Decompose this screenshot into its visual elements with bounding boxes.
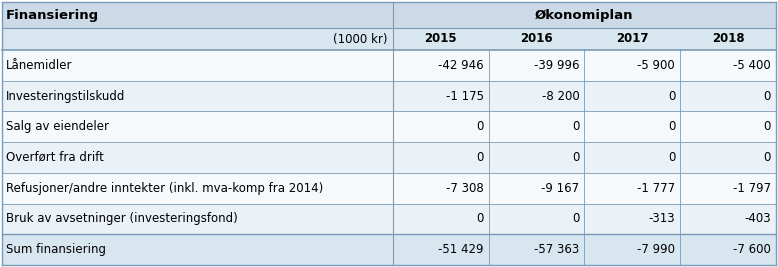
Bar	[489, 50, 584, 81]
Text: 0: 0	[764, 151, 771, 164]
Text: 0: 0	[572, 120, 580, 133]
Bar	[2, 28, 393, 50]
Bar	[680, 173, 776, 203]
Text: -5 400: -5 400	[733, 59, 771, 72]
Text: -8 200: -8 200	[541, 89, 580, 103]
Text: -57 363: -57 363	[534, 243, 580, 256]
Bar	[680, 50, 776, 81]
Bar	[489, 111, 584, 142]
Text: -7 600: -7 600	[733, 243, 771, 256]
Text: -5 900: -5 900	[637, 59, 675, 72]
Text: (1000 kr): (1000 kr)	[333, 33, 388, 45]
Text: 0: 0	[572, 213, 580, 225]
Text: -403: -403	[745, 213, 771, 225]
Bar	[2, 173, 393, 203]
Text: -39 996: -39 996	[534, 59, 580, 72]
Bar	[393, 2, 776, 28]
Bar	[489, 81, 584, 111]
Text: 0: 0	[764, 89, 771, 103]
Text: Refusjoner/andre inntekter (inkl. mva-komp fra 2014): Refusjoner/andre inntekter (inkl. mva-ko…	[6, 182, 323, 195]
Text: 0: 0	[476, 120, 484, 133]
Text: Overført fra drift: Overført fra drift	[6, 151, 104, 164]
Bar	[680, 142, 776, 173]
Text: 2017: 2017	[616, 33, 649, 45]
Bar	[584, 50, 680, 81]
Text: Bruk av avsetninger (investeringsfond): Bruk av avsetninger (investeringsfond)	[6, 213, 238, 225]
Bar	[393, 50, 489, 81]
Text: -1 175: -1 175	[446, 89, 484, 103]
Bar	[584, 142, 680, 173]
Text: 0: 0	[668, 89, 675, 103]
Bar	[2, 2, 393, 28]
Bar	[393, 28, 489, 50]
Bar	[584, 203, 680, 234]
Text: -313: -313	[649, 213, 675, 225]
Text: -7 990: -7 990	[637, 243, 675, 256]
Bar	[680, 28, 776, 50]
Bar	[584, 234, 680, 265]
Text: 2015: 2015	[425, 33, 457, 45]
Text: Investeringstilskudd: Investeringstilskudd	[6, 89, 125, 103]
Text: -1 797: -1 797	[733, 182, 771, 195]
Text: 2016: 2016	[520, 33, 553, 45]
Text: 0: 0	[668, 151, 675, 164]
Text: 0: 0	[572, 151, 580, 164]
Bar	[584, 111, 680, 142]
Bar	[2, 50, 393, 81]
Text: -9 167: -9 167	[541, 182, 580, 195]
Bar	[680, 81, 776, 111]
Text: Finansiering: Finansiering	[6, 9, 99, 22]
Bar	[489, 203, 584, 234]
Bar	[584, 28, 680, 50]
Bar	[680, 111, 776, 142]
Text: 2018: 2018	[712, 33, 745, 45]
Bar	[2, 81, 393, 111]
Bar	[393, 173, 489, 203]
Bar	[393, 81, 489, 111]
Bar	[489, 173, 584, 203]
Text: 0: 0	[668, 120, 675, 133]
Bar	[393, 142, 489, 173]
Bar	[2, 142, 393, 173]
Bar	[489, 142, 584, 173]
Bar	[680, 203, 776, 234]
Text: 0: 0	[476, 213, 484, 225]
Text: -1 777: -1 777	[637, 182, 675, 195]
Text: Sum finansiering: Sum finansiering	[6, 243, 106, 256]
Text: -51 429: -51 429	[438, 243, 484, 256]
Bar	[584, 81, 680, 111]
Text: Lånemidler: Lånemidler	[6, 59, 72, 72]
Text: Økonomiplan: Økonomiplan	[535, 9, 634, 22]
Bar	[393, 234, 489, 265]
Text: -7 308: -7 308	[446, 182, 484, 195]
Bar	[584, 173, 680, 203]
Text: -42 946: -42 946	[438, 59, 484, 72]
Bar	[393, 111, 489, 142]
Bar	[2, 111, 393, 142]
Bar	[2, 234, 393, 265]
Bar	[2, 203, 393, 234]
Bar	[680, 234, 776, 265]
Text: 0: 0	[476, 151, 484, 164]
Text: 0: 0	[764, 120, 771, 133]
Text: Salg av eiendeler: Salg av eiendeler	[6, 120, 109, 133]
Bar	[393, 203, 489, 234]
Bar	[489, 28, 584, 50]
Bar	[489, 234, 584, 265]
